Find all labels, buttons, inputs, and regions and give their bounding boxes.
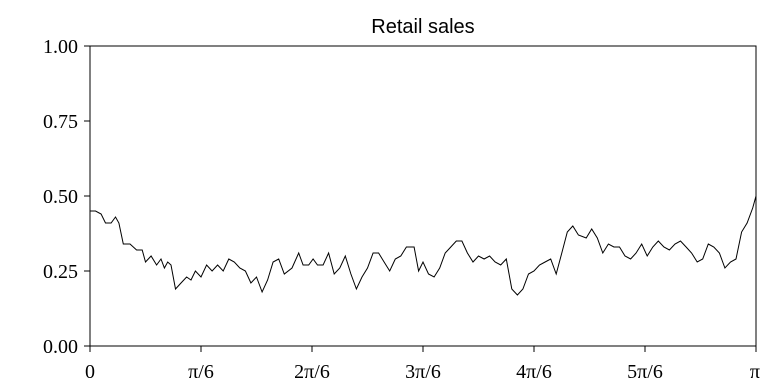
x-tick-label: π [750, 361, 760, 383]
y-tick-label: 0.50 [43, 186, 78, 208]
plot-frame [89, 45, 757, 347]
y-tick-label: 1.00 [43, 36, 78, 58]
x-tick-label: 5π/6 [627, 361, 663, 383]
x-axis: 0 π/6 2π/6 3π/6 4π/6 5π/6 π [85, 346, 760, 383]
x-tick-label: 0 [85, 361, 95, 383]
x-tick-label: 4π/6 [516, 361, 552, 383]
y-tick-label: 0.00 [43, 336, 78, 358]
y-tick-label: 0.25 [43, 261, 78, 283]
chart-title: Retail sales [371, 16, 474, 38]
x-tick-label: 3π/6 [405, 361, 441, 383]
y-tick-label: 0.75 [43, 111, 78, 133]
y-axis: 0.00 0.25 0.50 0.75 1.00 [43, 36, 90, 358]
x-tick-label: 2π/6 [294, 361, 330, 383]
x-tick-label: π/6 [188, 361, 214, 383]
series-line [90, 195, 757, 296]
